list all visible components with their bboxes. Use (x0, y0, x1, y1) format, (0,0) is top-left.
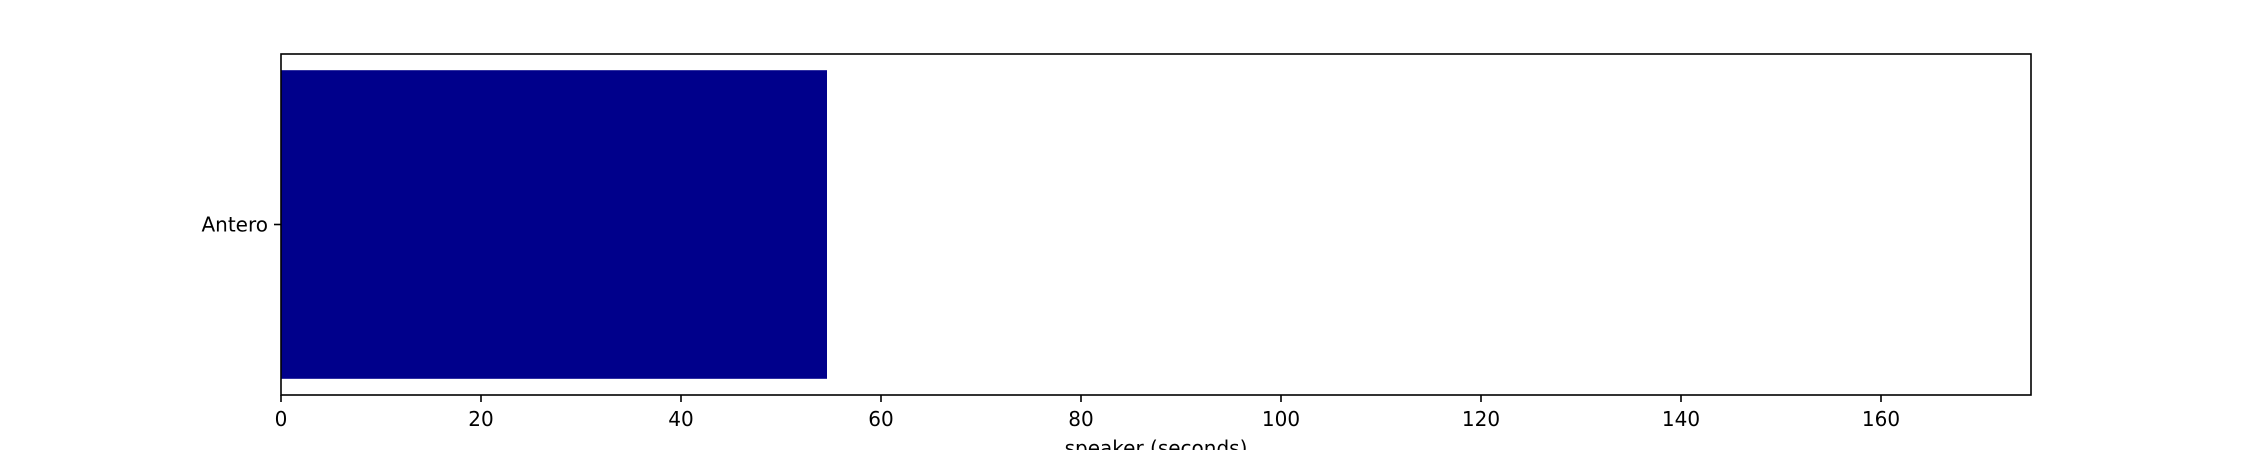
x-tick-label: 40 (668, 407, 693, 431)
bar-antero (281, 70, 827, 379)
x-tick-label: 20 (468, 407, 493, 431)
y-tick-label: Antero (201, 213, 268, 237)
x-tick-label: 140 (1662, 407, 1700, 431)
x-tick-label: 100 (1262, 407, 1300, 431)
x-tick-label: 160 (1862, 407, 1900, 431)
plot-frame (280, 53, 2032, 396)
x-axis-label: speaker (seconds) (1065, 436, 1248, 450)
x-tick-label: 0 (275, 407, 288, 431)
x-tick-label: 80 (1068, 407, 1093, 431)
x-tick-label: 60 (868, 407, 893, 431)
bars-layer (281, 70, 827, 379)
y-ticks-layer: Antero (201, 213, 281, 237)
x-ticks-layer: 0 20 40 60 80 100 120 140 160 (275, 395, 1900, 431)
x-tick-label: 120 (1462, 407, 1500, 431)
